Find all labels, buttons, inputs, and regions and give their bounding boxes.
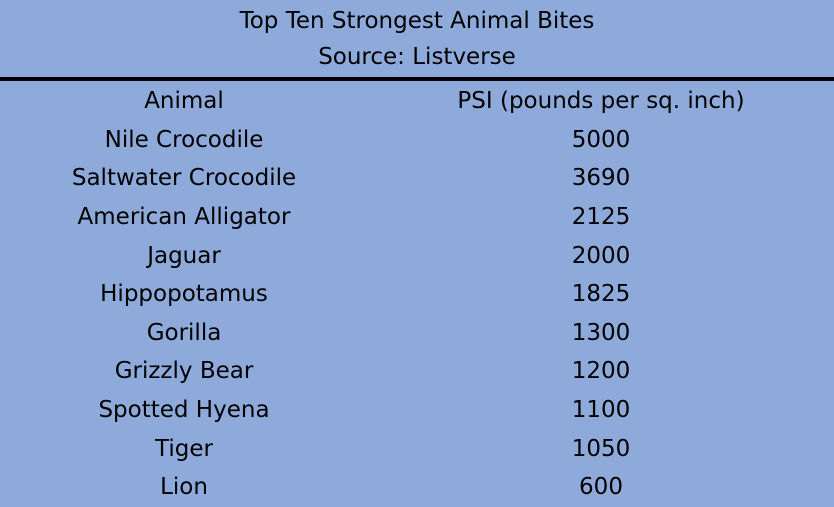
table-row: Lion 600 xyxy=(0,468,834,507)
table-source: Source: Listverse xyxy=(318,44,516,70)
animal-cell: Saltwater Crocodile xyxy=(71,165,297,192)
column-header-psi: PSI (pounds per sq. inch) xyxy=(457,88,745,115)
column-header-row: Animal PSI (pounds per sq. inch) xyxy=(0,82,834,121)
column-header-animal: Animal xyxy=(144,88,224,115)
psi-cell: 5000 xyxy=(571,126,631,153)
animal-cell: Nile Crocodile xyxy=(104,126,264,153)
animal-bite-table: Animal PSI (pounds per sq. inch) Nile Cr… xyxy=(0,82,834,507)
psi-cell: 1100 xyxy=(571,397,631,424)
psi-cell: 1200 xyxy=(571,358,631,385)
psi-cell: 1050 xyxy=(571,435,631,462)
table-row: Tiger 1050 xyxy=(0,429,834,468)
table-row: Saltwater Crocodile 3690 xyxy=(0,159,834,198)
table-row: Spotted Hyena 1100 xyxy=(0,391,834,430)
psi-cell: 1825 xyxy=(571,281,631,308)
psi-cell: 2000 xyxy=(571,242,631,269)
animal-cell: Hippopotamus xyxy=(100,281,268,308)
psi-cell: 1300 xyxy=(571,319,631,346)
psi-cell: 600 xyxy=(579,474,623,501)
animal-cell: Spotted Hyena xyxy=(98,397,270,424)
table-row: Grizzly Bear 1200 xyxy=(0,352,834,391)
animal-cell: Jaguar xyxy=(147,242,221,269)
header-divider xyxy=(0,77,834,81)
table-row: Gorilla 1300 xyxy=(0,314,834,353)
animal-cell: Tiger xyxy=(155,435,213,462)
psi-cell: 2125 xyxy=(571,204,631,231)
table-row: Jaguar 2000 xyxy=(0,236,834,275)
psi-cell: 3690 xyxy=(571,165,631,192)
animal-cell: Gorilla xyxy=(146,319,222,346)
table-title: Top Ten Strongest Animal Bites xyxy=(239,8,595,34)
animal-cell: American Alligator xyxy=(77,204,291,231)
animal-cell: Lion xyxy=(160,474,208,501)
animal-cell: Grizzly Bear xyxy=(114,358,254,385)
table-row: American Alligator 2125 xyxy=(0,198,834,237)
table-row: Nile Crocodile 5000 xyxy=(0,121,834,160)
table-row: Hippopotamus 1825 xyxy=(0,275,834,314)
